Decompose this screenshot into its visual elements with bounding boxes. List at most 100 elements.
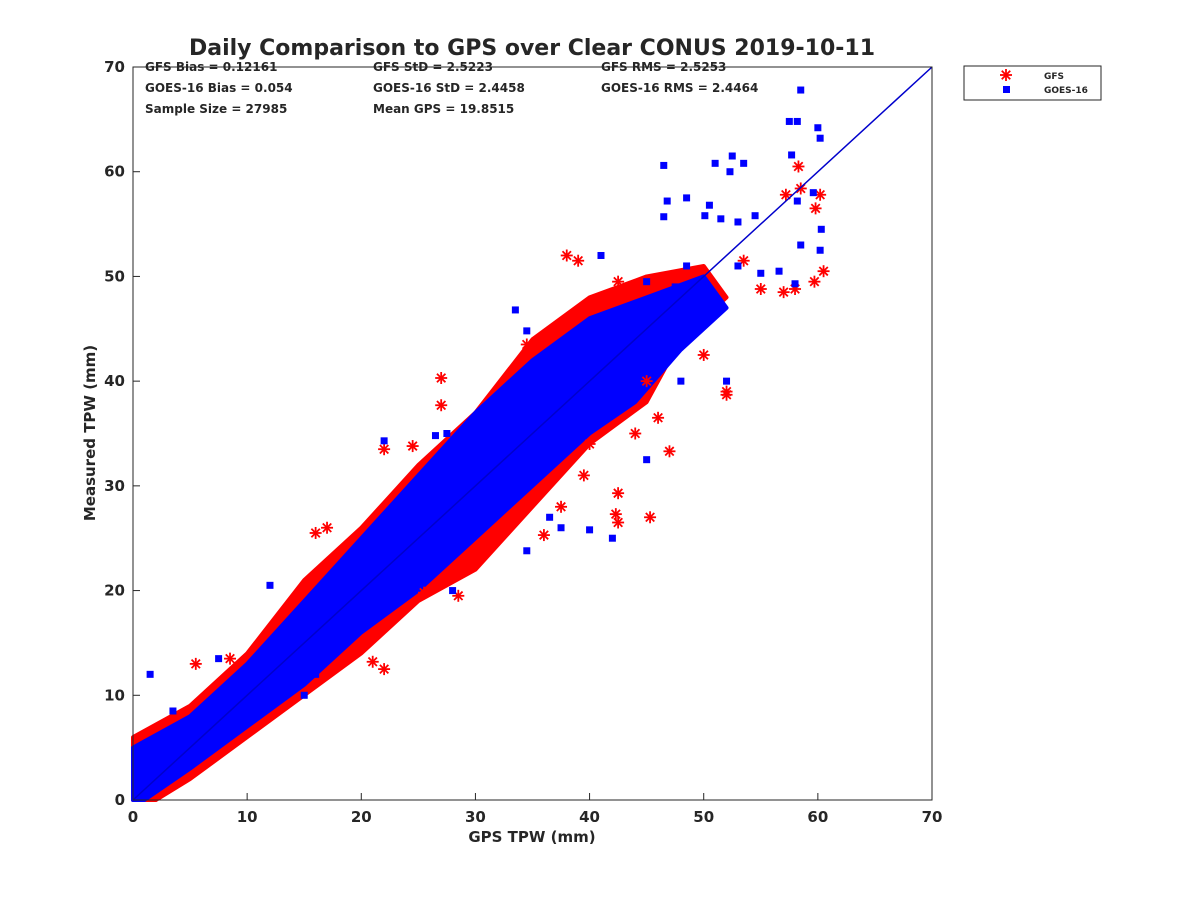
data-point-goes16 — [817, 225, 825, 233]
x-tick-label: 30 — [465, 808, 486, 826]
data-point-gfs — [809, 202, 822, 215]
data-point-goes16 — [751, 212, 759, 220]
data-point-goes16 — [660, 213, 668, 221]
data-point-gfs — [652, 411, 665, 424]
data-point-goes16 — [597, 251, 605, 259]
data-point-gfs — [378, 663, 391, 676]
data-point-goes16 — [734, 218, 742, 226]
data-point-goes16 — [683, 262, 691, 270]
legend-box — [963, 65, 1102, 101]
data-point-goes16 — [663, 197, 671, 205]
data-point-gfs — [814, 188, 827, 201]
legend-label-goes16: GOES-16 — [1044, 86, 1088, 96]
data-point-goes16 — [506, 419, 514, 427]
y-tick-label: 20 — [104, 582, 125, 600]
stat-text: Mean GPS = 19.8515 — [373, 102, 514, 116]
data-point-gfs — [189, 657, 202, 670]
x-tick-label: 50 — [693, 808, 714, 826]
data-point-goes16 — [608, 534, 616, 542]
data-point-gfs — [779, 188, 792, 201]
data-point-gfs — [435, 372, 448, 385]
stat-text: GFS Bias = 0.12161 — [145, 60, 277, 74]
data-point-goes16 — [169, 707, 177, 715]
data-point-gfs — [640, 375, 653, 388]
data-point-gfs — [612, 487, 625, 500]
data-point-gfs — [309, 526, 322, 539]
data-point-gfs — [663, 445, 676, 458]
data-point-goes16 — [380, 437, 388, 445]
data-point-goes16 — [740, 159, 748, 167]
data-point-goes16 — [443, 430, 451, 437]
reference-line — [132, 66, 933, 801]
data-point-gfs — [808, 275, 821, 288]
data-point-goes16 — [797, 241, 805, 249]
data-point-goes16 — [431, 432, 439, 440]
data-point-goes16 — [266, 581, 274, 589]
y-tick-label: 30 — [104, 477, 125, 495]
stat-text: GOES-16 Bias = 0.054 — [145, 81, 293, 95]
legend-label-gfs: GFS — [1044, 72, 1064, 82]
data-point-goes16 — [683, 194, 691, 202]
x-tick-label: 10 — [237, 808, 258, 826]
data-point-gfs — [321, 521, 334, 534]
data-point-gfs — [612, 275, 625, 288]
data-point-goes16 — [215, 655, 223, 663]
y-tick-label: 50 — [104, 267, 125, 285]
data-point-goes16 — [671, 283, 679, 291]
data-point-gfs — [737, 254, 750, 267]
data-point-gfs — [777, 286, 790, 299]
stat-text: GOES-16 RMS = 2.4464 — [601, 81, 758, 95]
legend-square-icon — [1003, 86, 1010, 93]
data-point-goes16 — [797, 86, 805, 94]
x-axis-label: GPS TPW (mm) — [468, 828, 595, 846]
data-point-goes16 — [146, 670, 154, 678]
data-point-goes16 — [643, 278, 651, 286]
data-point-goes16 — [546, 513, 554, 521]
data-point-goes16 — [757, 269, 765, 277]
data-point-goes16 — [523, 547, 531, 555]
data-point-goes16 — [489, 511, 497, 519]
data-point-goes16 — [816, 134, 824, 142]
data-point-gfs — [560, 249, 573, 262]
data-point-gfs — [612, 516, 625, 529]
y-axis-label: Measured TPW (mm) — [81, 345, 99, 521]
chart-title: Daily Comparison to GPS over Clear CONUS… — [189, 36, 875, 61]
data-point-gfs — [378, 443, 391, 456]
data-point-goes16 — [791, 280, 799, 288]
data-point-gfs — [609, 508, 622, 521]
data-point-goes16 — [734, 262, 742, 270]
data-point-goes16 — [312, 670, 320, 678]
data-point-goes16 — [352, 589, 360, 597]
stat-text: GFS StD = 2.5223 — [373, 60, 493, 74]
data-point-gfs — [366, 655, 379, 668]
data-point-goes16 — [775, 267, 783, 275]
data-point-goes16 — [726, 168, 734, 176]
data-point-goes16 — [643, 456, 651, 464]
x-tick-label: 0 — [128, 808, 138, 826]
stat-text: GFS RMS = 2.5253 — [601, 60, 726, 74]
point-cloud-goes-16 — [131, 274, 729, 802]
data-point-goes16 — [557, 524, 565, 532]
y-tick-label: 70 — [104, 58, 125, 76]
data-point-goes16 — [816, 246, 824, 254]
data-point-goes16 — [788, 151, 796, 159]
data-point-gfs — [520, 338, 533, 351]
data-point-gfs — [418, 586, 431, 599]
y-tick-label: 10 — [104, 686, 125, 704]
data-point-goes16 — [717, 215, 725, 223]
data-point-gfs — [629, 427, 642, 440]
legend-asterisk-mark — [1000, 69, 1012, 81]
stat-text: GOES-16 StD = 2.4458 — [373, 81, 525, 95]
data-point-gfs — [644, 511, 657, 524]
legend: GFS GOES-16 — [963, 65, 1102, 101]
data-point-gfs — [817, 265, 830, 278]
data-point-gfs — [697, 348, 710, 361]
data-point-goes16 — [677, 377, 685, 385]
data-point-goes16 — [701, 212, 709, 220]
data-point-goes16 — [511, 306, 519, 314]
legend-asterisk-icon — [1000, 69, 1012, 81]
plot-frame — [132, 66, 933, 801]
x-tick-label: 70 — [922, 808, 943, 826]
data-point-gfs — [435, 399, 448, 412]
